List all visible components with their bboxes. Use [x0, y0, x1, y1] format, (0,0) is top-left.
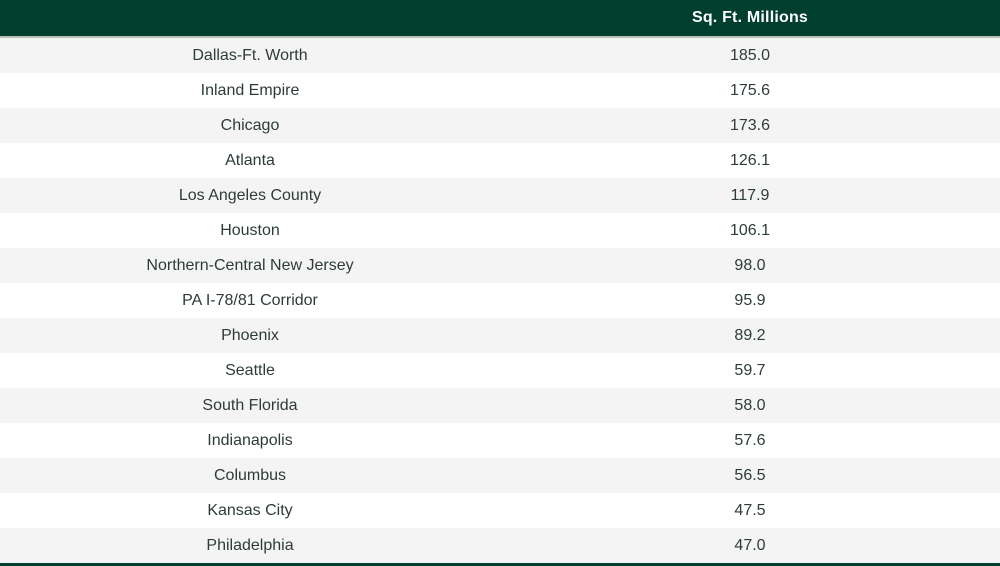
value-cell: 47.5	[734, 501, 766, 519]
market-cell: PA I-78/81 Corridor	[182, 291, 318, 309]
market-cell: Phoenix	[221, 326, 279, 344]
table-row: Indianapolis 57.6	[0, 423, 1000, 458]
table-row: Philadelphia 47.0	[0, 528, 1000, 563]
table-row: Inland Empire 175.6	[0, 73, 1000, 108]
value-cell: 56.5	[734, 466, 766, 484]
value-cell: 98.0	[734, 256, 766, 274]
market-cell: Indianapolis	[207, 431, 293, 449]
market-cell: South Florida	[202, 396, 298, 414]
value-cell: 89.2	[734, 326, 766, 344]
table-body: Dallas-Ft. Worth 185.0 Inland Empire 175…	[0, 38, 1000, 563]
value-cell: 47.0	[734, 536, 766, 554]
market-cell: Dallas-Ft. Worth	[192, 46, 308, 64]
table-row: PA I-78/81 Corridor 95.9	[0, 283, 1000, 318]
market-cell: Los Angeles County	[178, 186, 322, 204]
table-row: Kansas City 47.5	[0, 493, 1000, 528]
table-row: Seattle 59.7	[0, 353, 1000, 388]
table-row: Northern-Central New Jersey 98.0	[0, 248, 1000, 283]
value-cell: 57.6	[734, 431, 766, 449]
value-cell: 126.1	[729, 151, 771, 169]
table-row: Columbus 56.5	[0, 458, 1000, 493]
market-cell: Kansas City	[207, 501, 293, 519]
value-cell: 117.9	[730, 186, 770, 204]
market-cell: Chicago	[220, 116, 280, 134]
market-cell: Northern-Central New Jersey	[146, 256, 354, 274]
table-bottom-rule	[0, 563, 1000, 566]
table-row: Atlanta 126.1	[0, 143, 1000, 178]
value-cell: 59.7	[734, 361, 766, 379]
value-cell: 173.6	[729, 116, 771, 134]
value-cell: 185.0	[729, 46, 771, 64]
market-cell: Seattle	[225, 361, 275, 379]
sqft-millions-column-header: Sq. Ft. Millions	[691, 9, 809, 26]
table-row: Phoenix 89.2	[0, 318, 1000, 353]
header-market-column	[0, 0, 500, 36]
table-row: Dallas-Ft. Worth 185.0	[0, 38, 1000, 73]
market-cell: Houston	[220, 221, 280, 239]
market-cell: Atlanta	[225, 151, 275, 169]
header-value-column: Sq. Ft. Millions	[500, 0, 1000, 36]
market-cell: Inland Empire	[200, 81, 300, 99]
market-cell: Columbus	[213, 466, 287, 484]
value-cell: 95.9	[734, 291, 766, 309]
market-cell: Philadelphia	[206, 536, 294, 554]
table-row: South Florida 58.0	[0, 388, 1000, 423]
value-cell: 106.1	[729, 221, 771, 239]
table-row: Chicago 173.6	[0, 108, 1000, 143]
table-row: Houston 106.1	[0, 213, 1000, 248]
value-cell: 175.6	[729, 81, 771, 99]
table-header-row: Sq. Ft. Millions	[0, 0, 1000, 38]
table-row: Los Angeles County 117.9	[0, 178, 1000, 213]
value-cell: 58.0	[734, 396, 766, 414]
